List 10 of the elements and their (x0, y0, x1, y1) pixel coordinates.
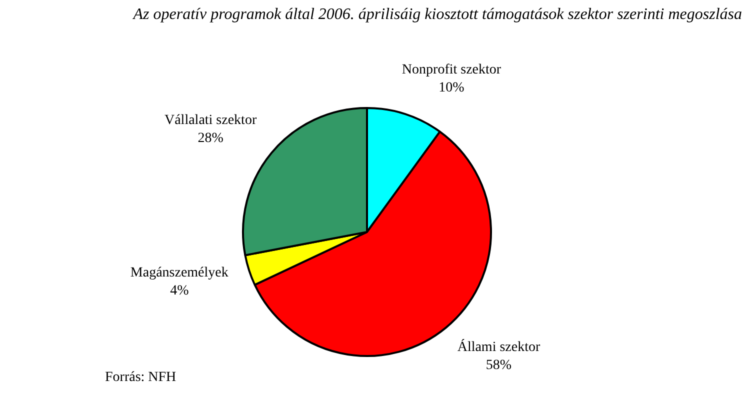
slice-label: Magánszemélyek (130, 265, 228, 280)
slice-label: Állami szektor (457, 338, 540, 355)
text: Forrás: NFH (105, 370, 176, 386)
data-label: 4% (170, 283, 190, 298)
chart-title: Az operatív programok által 2006. áprilisáig kiosztott támogatások szektor szerinti megoszlása (132, 6, 743, 24)
data-label: 58% (486, 358, 512, 373)
slice-label: Nonprofit szektor (402, 62, 502, 78)
slice-label: Vállalati szektor (164, 112, 257, 128)
data-label: 10% (438, 80, 465, 96)
data-label: 28% (198, 130, 224, 146)
